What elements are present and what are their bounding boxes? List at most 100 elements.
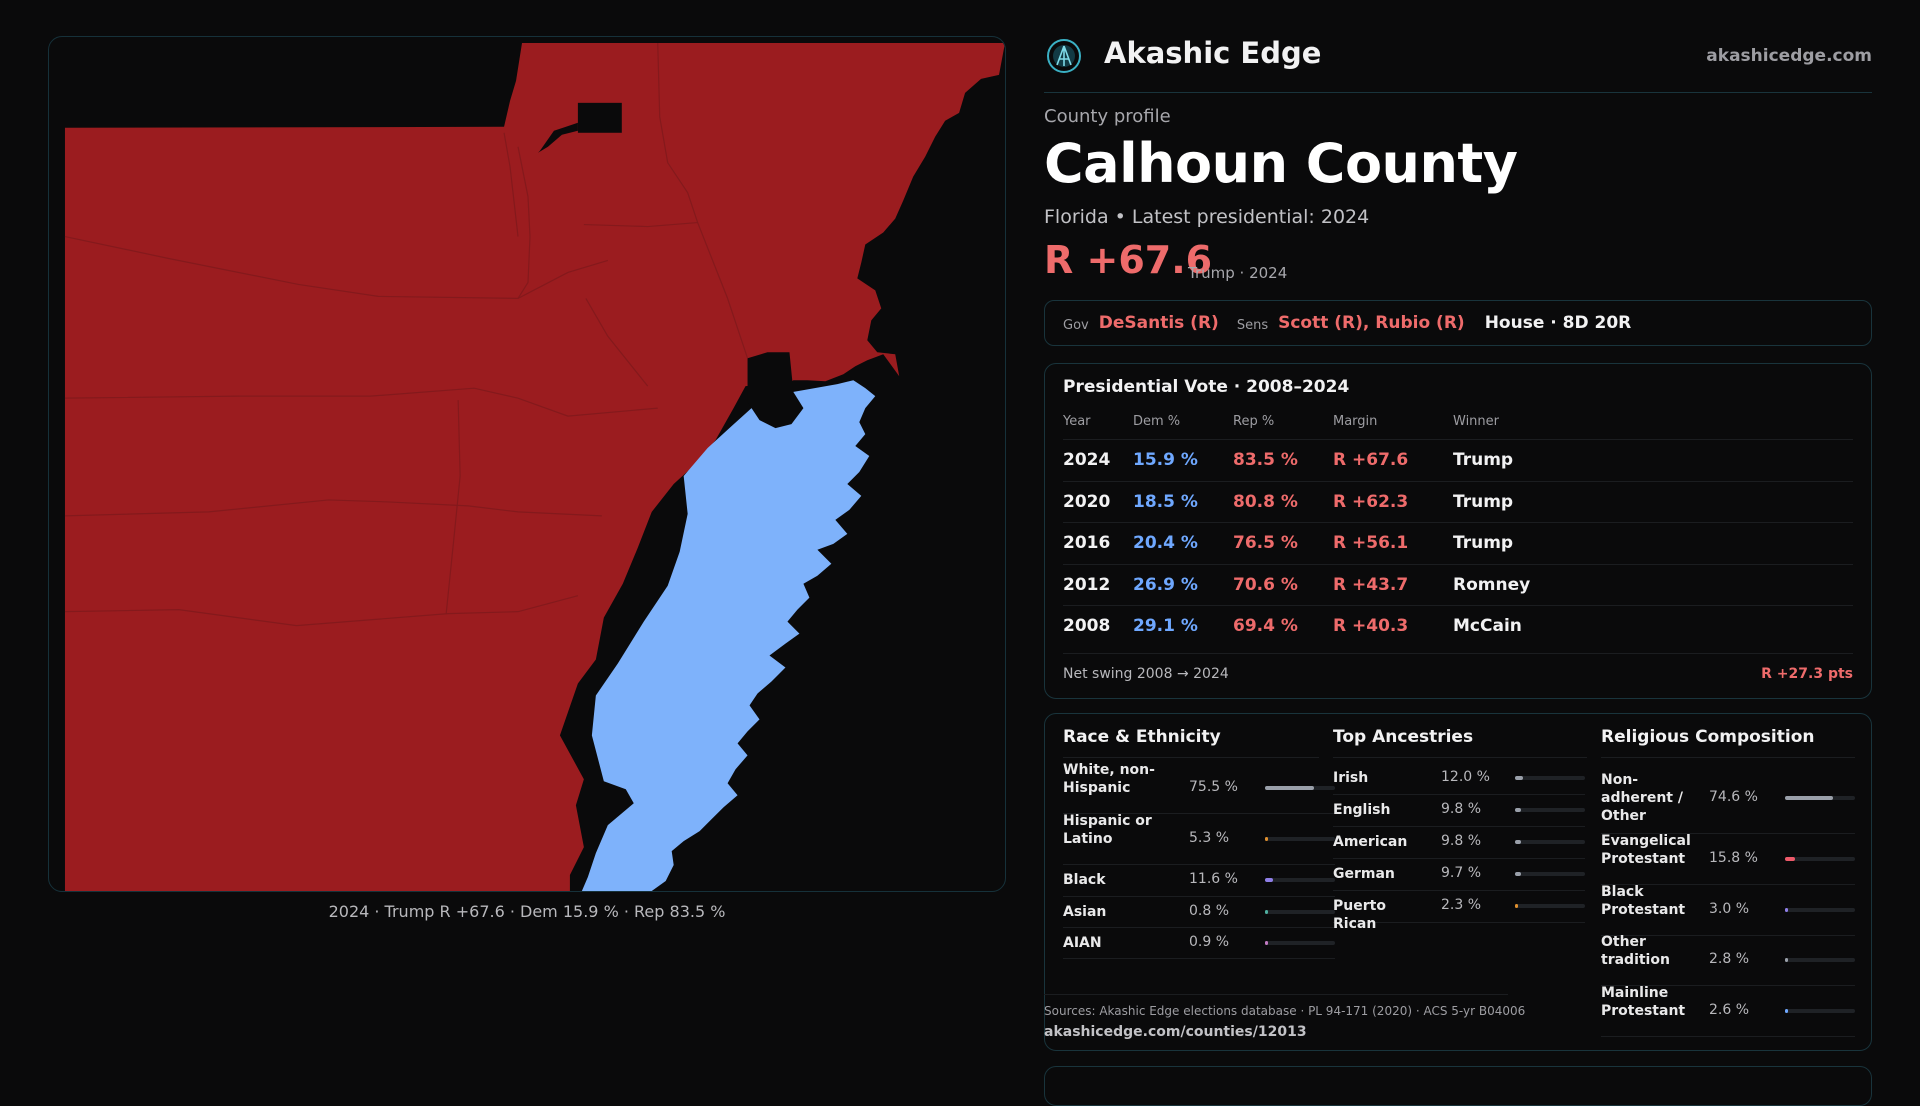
vote-winner: McCain	[1453, 616, 1522, 636]
vote-rep: 80.8 %	[1233, 491, 1298, 512]
vote-rep: 69.4 %	[1233, 616, 1298, 636]
sources-note: Sources: Akashic Edge elections database…	[1044, 1004, 1526, 1018]
swing-divider	[1063, 653, 1853, 654]
race-pct: 0.9 %	[1189, 933, 1230, 950]
vote-rep: 76.5 %	[1233, 533, 1298, 553]
vote-row-2012: 2012 26.9 % 70.6 % R +43.7 Romney	[1063, 563, 1853, 606]
page-title: Calhoun County	[1044, 132, 1518, 195]
sources-divider	[1044, 994, 1508, 995]
map-caption: 2024 · Trump R +67.6 · Dem 15.9 % · Rep …	[328, 902, 726, 921]
race-bar-track	[1265, 785, 1335, 790]
map-region-dem[interactable]	[581, 380, 876, 891]
county-url[interactable]: akashicedge.com/counties/12013	[1044, 1024, 1307, 1040]
religion-pct: 3.0 %	[1709, 900, 1750, 917]
house-delegation: House · 8D 20R	[1484, 313, 1632, 333]
race-pct: 11.6 %	[1189, 871, 1238, 887]
vote-margin: R +40.3	[1333, 616, 1409, 636]
ancestry-pct: 9.7 %	[1441, 865, 1482, 881]
county-map-svg	[64, 42, 1005, 891]
ancestry-row: German 9.7 %	[1333, 858, 1585, 891]
race-rule	[1063, 757, 1319, 758]
map-lake-channel	[537, 122, 578, 153]
race-row: Asian 0.8 %	[1063, 896, 1335, 928]
religion-label: Mainline Protestant	[1601, 984, 1686, 1019]
presidential-vote-card: Presidential Vote · 2008–2024 Year Dem %…	[1044, 363, 1872, 699]
race-label: AIAN	[1063, 934, 1102, 951]
vote-row-2020: 2020 18.5 % 80.8 % R +62.3 Trump	[1063, 480, 1853, 523]
ancestry-bar-track	[1515, 840, 1585, 844]
vote-winner: Romney	[1453, 574, 1531, 595]
precinct-boundaries	[64, 42, 749, 627]
race-pct: 0.8 %	[1189, 902, 1230, 919]
race-row: White, non-Hispanic 75.5 %	[1063, 762, 1335, 814]
race-pct: 5.3 %	[1189, 829, 1230, 846]
site-link[interactable]: akashicedge.com	[1706, 46, 1872, 66]
ancestry-pct: 2.3 %	[1441, 897, 1482, 913]
vote-rep: 70.6 %	[1233, 574, 1298, 595]
religion-bar-track	[1785, 958, 1855, 962]
page-kicker: County profile	[1044, 106, 1171, 127]
vote-winner: Trump	[1453, 491, 1514, 512]
religion-pct: 15.8 %	[1709, 849, 1758, 866]
ancestry-pct: 9.8 %	[1441, 801, 1482, 817]
brand-name[interactable]: Akashic Edge	[1104, 36, 1322, 70]
ancestry-label: American	[1333, 834, 1408, 850]
race-bar-track	[1265, 836, 1335, 841]
ancestry-bar-track	[1515, 776, 1585, 780]
ancestry-bar-track	[1515, 904, 1585, 908]
ancestry-pct: 12.0 %	[1441, 769, 1490, 785]
vote-dem: 29.1 %	[1133, 616, 1198, 636]
vote-row-2024: 2024 15.9 % 83.5 % R +67.6 Trump	[1063, 439, 1853, 481]
religion-bar-track	[1785, 856, 1855, 861]
race-label: White, non-Hispanic	[1063, 761, 1155, 796]
vote-year: 2012	[1063, 574, 1111, 595]
religion-row: Other tradition 2.8 %	[1601, 934, 1855, 986]
race-bar-fill	[1265, 909, 1268, 914]
col-margin: Margin	[1333, 414, 1378, 429]
ancestry-label: Puerto Rican	[1333, 898, 1386, 932]
ancestry-bar-fill	[1515, 904, 1518, 908]
religion-pct: 74.6 %	[1709, 788, 1758, 805]
vote-year: 2016	[1063, 533, 1111, 553]
vote-dem: 18.5 %	[1133, 491, 1198, 512]
vote-row-2016: 2016 20.4 % 76.5 % R +56.1 Trump	[1063, 522, 1853, 564]
vote-year: 2008	[1063, 616, 1111, 636]
religion-bar-fill	[1785, 856, 1796, 861]
vote-winner: Trump	[1453, 533, 1514, 553]
race-label: Black	[1063, 872, 1106, 888]
religion-label: Black Protestant	[1601, 883, 1686, 918]
race-bar-track	[1265, 940, 1335, 945]
map-region-rep[interactable]	[64, 42, 1005, 891]
vote-year: 2024	[1063, 450, 1111, 470]
religion-row: Evangelical Protestant 15.8 %	[1601, 833, 1855, 885]
ancestry-row: Puerto Rican 2.3 %	[1333, 890, 1585, 932]
vote-year: 2020	[1063, 491, 1111, 512]
ancestry-title: Top Ancestries	[1333, 727, 1474, 747]
demographics-card: Race & Ethnicity Top Ancestries Religiou…	[1044, 713, 1872, 1051]
religion-rule	[1601, 757, 1855, 758]
ancestry-bar-track	[1515, 808, 1585, 812]
vote-margin: R +67.6	[1333, 450, 1409, 470]
header: Akashic Edge akashicedge.com	[1044, 34, 1872, 93]
religion-bar-fill	[1785, 1008, 1788, 1013]
map-city-area	[747, 352, 804, 429]
county-subtitle: Florida • Latest presidential: 2024	[1044, 206, 1370, 228]
race-label: Hispanic or Latino	[1063, 812, 1152, 847]
religion-label: Evangelical Protestant	[1601, 832, 1691, 867]
religion-row: Non-adherent / Other 74.6 %	[1601, 762, 1855, 834]
religion-bar-track	[1785, 907, 1855, 912]
latest-margin: R +67.6	[1044, 238, 1213, 282]
col-rep: Rep %	[1233, 414, 1275, 429]
county-map[interactable]	[48, 36, 1006, 892]
race-bar-fill	[1265, 785, 1314, 790]
race-bar-fill	[1265, 836, 1269, 841]
religion-pct: 2.6 %	[1709, 1001, 1750, 1018]
latest-margin-note: Trump · 2024	[1188, 264, 1288, 282]
vote-margin: R +43.7	[1333, 574, 1409, 595]
vote-margin: R +62.3	[1333, 491, 1409, 512]
vote-rep: 83.5 %	[1233, 450, 1298, 470]
ancestry-bar-fill	[1515, 808, 1522, 812]
vote-margin: R +56.1	[1333, 533, 1409, 553]
religion-bar-fill	[1785, 958, 1788, 962]
col-dem: Dem %	[1133, 414, 1181, 429]
